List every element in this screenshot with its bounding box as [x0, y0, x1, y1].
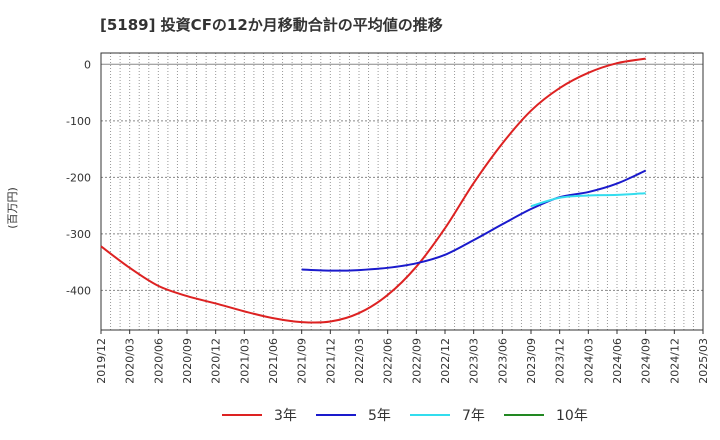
x-tick-label: 2024/09 — [640, 338, 653, 384]
x-tick-label: 2021/09 — [296, 338, 309, 384]
legend-label-5y: 5年 — [368, 408, 391, 424]
legend-swatch-7y — [410, 414, 450, 416]
x-tick-label: 2022/06 — [382, 338, 395, 384]
legend-item-3y[interactable]: 3年 — [222, 404, 297, 426]
series-line-2 — [530, 192, 646, 208]
x-tick-label: 2020/12 — [210, 338, 223, 384]
x-tick-label: 2020/03 — [124, 338, 137, 384]
x-tick-label: 2020/09 — [181, 338, 194, 384]
x-tick-label: 2023/12 — [554, 338, 567, 384]
x-tick-label: 2022/03 — [353, 338, 366, 384]
x-tick-label: 2023/03 — [468, 338, 481, 384]
legend-swatch-10y — [504, 414, 544, 416]
x-tick-label: 2019/12 — [95, 338, 108, 384]
x-tick-label: 2024/06 — [611, 338, 624, 384]
y-tick-label: -200 — [66, 171, 91, 184]
plot-area — [101, 53, 703, 330]
x-tick-label: 2023/09 — [525, 338, 538, 384]
x-tick-label: 2024/03 — [582, 338, 595, 384]
legend: 3年 5年 7年 10年 — [0, 404, 720, 426]
plot-frame — [100, 52, 704, 331]
y-tick-label: -300 — [66, 228, 91, 241]
x-tick-label: 2022/12 — [439, 338, 452, 384]
y-tick-label: 0 — [84, 58, 91, 71]
legend-item-10y[interactable]: 10年 — [504, 404, 588, 426]
series-line-1 — [301, 169, 647, 272]
x-tick-label: 2021/03 — [238, 338, 251, 384]
legend-item-7y[interactable]: 7年 — [410, 404, 485, 426]
x-tick-label: 2025/03 — [697, 338, 710, 384]
legend-item-5y[interactable]: 5年 — [316, 404, 391, 426]
legend-label-3y: 3年 — [274, 408, 297, 424]
legend-swatch-3y — [222, 414, 262, 416]
legend-label-10y: 10年 — [556, 408, 588, 424]
y-tick-label: -400 — [66, 284, 91, 297]
x-tick-label: 2022/09 — [410, 338, 423, 384]
x-tick-label: 2021/12 — [324, 338, 337, 384]
legend-swatch-5y — [316, 414, 356, 416]
chart-title: [5189] 投資CFの12か月移動合計の平均値の推移 — [100, 16, 443, 34]
x-tick-label: 2023/06 — [496, 338, 509, 384]
x-tick-label: 2024/12 — [668, 338, 681, 384]
x-tick-label: 2020/06 — [152, 338, 165, 384]
x-tick-label: 2021/06 — [267, 338, 280, 384]
y-tick-label: -100 — [66, 115, 91, 128]
series-line-0 — [100, 57, 646, 324]
legend-label-7y: 7年 — [462, 408, 485, 424]
